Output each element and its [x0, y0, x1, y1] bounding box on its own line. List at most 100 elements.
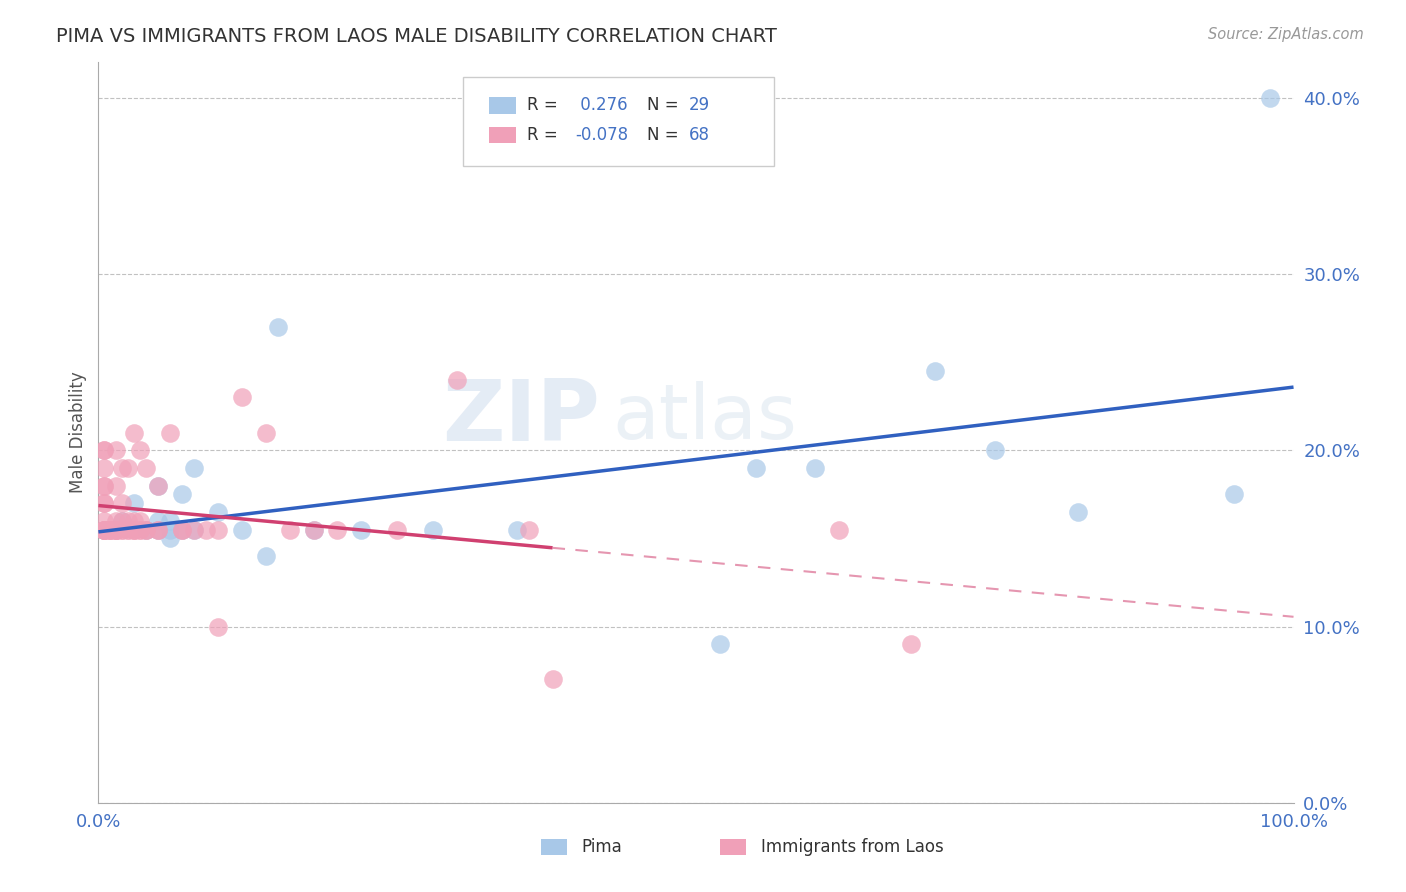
- Point: [302, 523, 325, 537]
- FancyBboxPatch shape: [720, 839, 747, 855]
- Point: [231, 523, 253, 537]
- Point: [124, 514, 146, 528]
- Point: [124, 523, 146, 537]
- Point: [326, 523, 349, 537]
- Y-axis label: Male Disability: Male Disability: [69, 372, 87, 493]
- Point: [105, 523, 128, 537]
- FancyBboxPatch shape: [463, 78, 773, 166]
- Point: [111, 461, 134, 475]
- Point: [93, 496, 115, 510]
- Point: [93, 461, 115, 475]
- Text: N =: N =: [647, 96, 683, 114]
- Point: [93, 523, 115, 537]
- Point: [105, 443, 128, 458]
- Point: [1223, 487, 1246, 501]
- FancyBboxPatch shape: [489, 127, 516, 143]
- Point: [124, 523, 146, 537]
- Point: [172, 487, 194, 501]
- Point: [709, 637, 731, 651]
- Point: [135, 461, 157, 475]
- Point: [111, 514, 134, 528]
- Point: [93, 523, 115, 537]
- Point: [129, 523, 152, 537]
- Text: R =: R =: [527, 96, 564, 114]
- Point: [93, 523, 115, 537]
- Point: [207, 505, 229, 519]
- Point: [93, 443, 115, 458]
- Point: [195, 523, 218, 537]
- Point: [93, 523, 115, 537]
- Text: Immigrants from Laos: Immigrants from Laos: [761, 838, 943, 856]
- Point: [93, 523, 115, 537]
- Point: [172, 523, 194, 537]
- Point: [117, 523, 139, 537]
- Point: [924, 364, 946, 378]
- Point: [124, 425, 146, 440]
- Point: [105, 523, 128, 537]
- Point: [135, 523, 157, 537]
- Point: [93, 523, 115, 537]
- Point: [124, 523, 146, 537]
- Point: [105, 523, 128, 537]
- Point: [385, 523, 409, 537]
- Point: [93, 496, 115, 510]
- Point: [254, 549, 277, 563]
- Point: [302, 523, 325, 537]
- Point: [117, 514, 139, 528]
- Text: -0.078: -0.078: [575, 126, 628, 144]
- Point: [105, 523, 128, 537]
- Point: [148, 514, 170, 528]
- Point: [1258, 91, 1281, 105]
- Point: [350, 523, 373, 537]
- Point: [129, 443, 152, 458]
- Text: PIMA VS IMMIGRANTS FROM LAOS MALE DISABILITY CORRELATION CHART: PIMA VS IMMIGRANTS FROM LAOS MALE DISABI…: [56, 27, 778, 45]
- Point: [111, 523, 134, 537]
- Text: 29: 29: [689, 96, 710, 114]
- Point: [105, 523, 128, 537]
- Point: [159, 425, 181, 440]
- Point: [278, 523, 301, 537]
- Point: [183, 523, 205, 537]
- Point: [93, 443, 115, 458]
- Point: [541, 673, 564, 687]
- Point: [231, 390, 253, 404]
- Point: [804, 461, 827, 475]
- Point: [148, 478, 170, 492]
- Point: [124, 496, 146, 510]
- Point: [517, 523, 540, 537]
- Point: [148, 523, 170, 537]
- Point: [148, 478, 170, 492]
- Point: [159, 532, 181, 546]
- FancyBboxPatch shape: [541, 839, 567, 855]
- Point: [900, 637, 922, 651]
- Point: [984, 443, 1007, 458]
- Point: [148, 523, 170, 537]
- Text: 0.276: 0.276: [575, 96, 628, 114]
- Point: [1067, 505, 1090, 519]
- Point: [98, 523, 122, 537]
- Point: [506, 523, 529, 537]
- Point: [267, 319, 290, 334]
- Point: [93, 514, 115, 528]
- Text: N =: N =: [647, 126, 683, 144]
- Point: [183, 523, 205, 537]
- Point: [207, 619, 229, 633]
- Point: [129, 523, 152, 537]
- FancyBboxPatch shape: [489, 97, 516, 113]
- Point: [159, 523, 181, 537]
- Point: [172, 523, 194, 537]
- Point: [129, 514, 152, 528]
- Point: [111, 523, 134, 537]
- Point: [828, 523, 851, 537]
- Point: [98, 523, 122, 537]
- Point: [148, 523, 170, 537]
- Point: [183, 461, 205, 475]
- Point: [745, 461, 768, 475]
- Text: 68: 68: [689, 126, 710, 144]
- Point: [93, 478, 115, 492]
- Point: [98, 523, 122, 537]
- Point: [117, 523, 139, 537]
- Point: [111, 514, 134, 528]
- Text: R =: R =: [527, 126, 564, 144]
- Point: [135, 523, 157, 537]
